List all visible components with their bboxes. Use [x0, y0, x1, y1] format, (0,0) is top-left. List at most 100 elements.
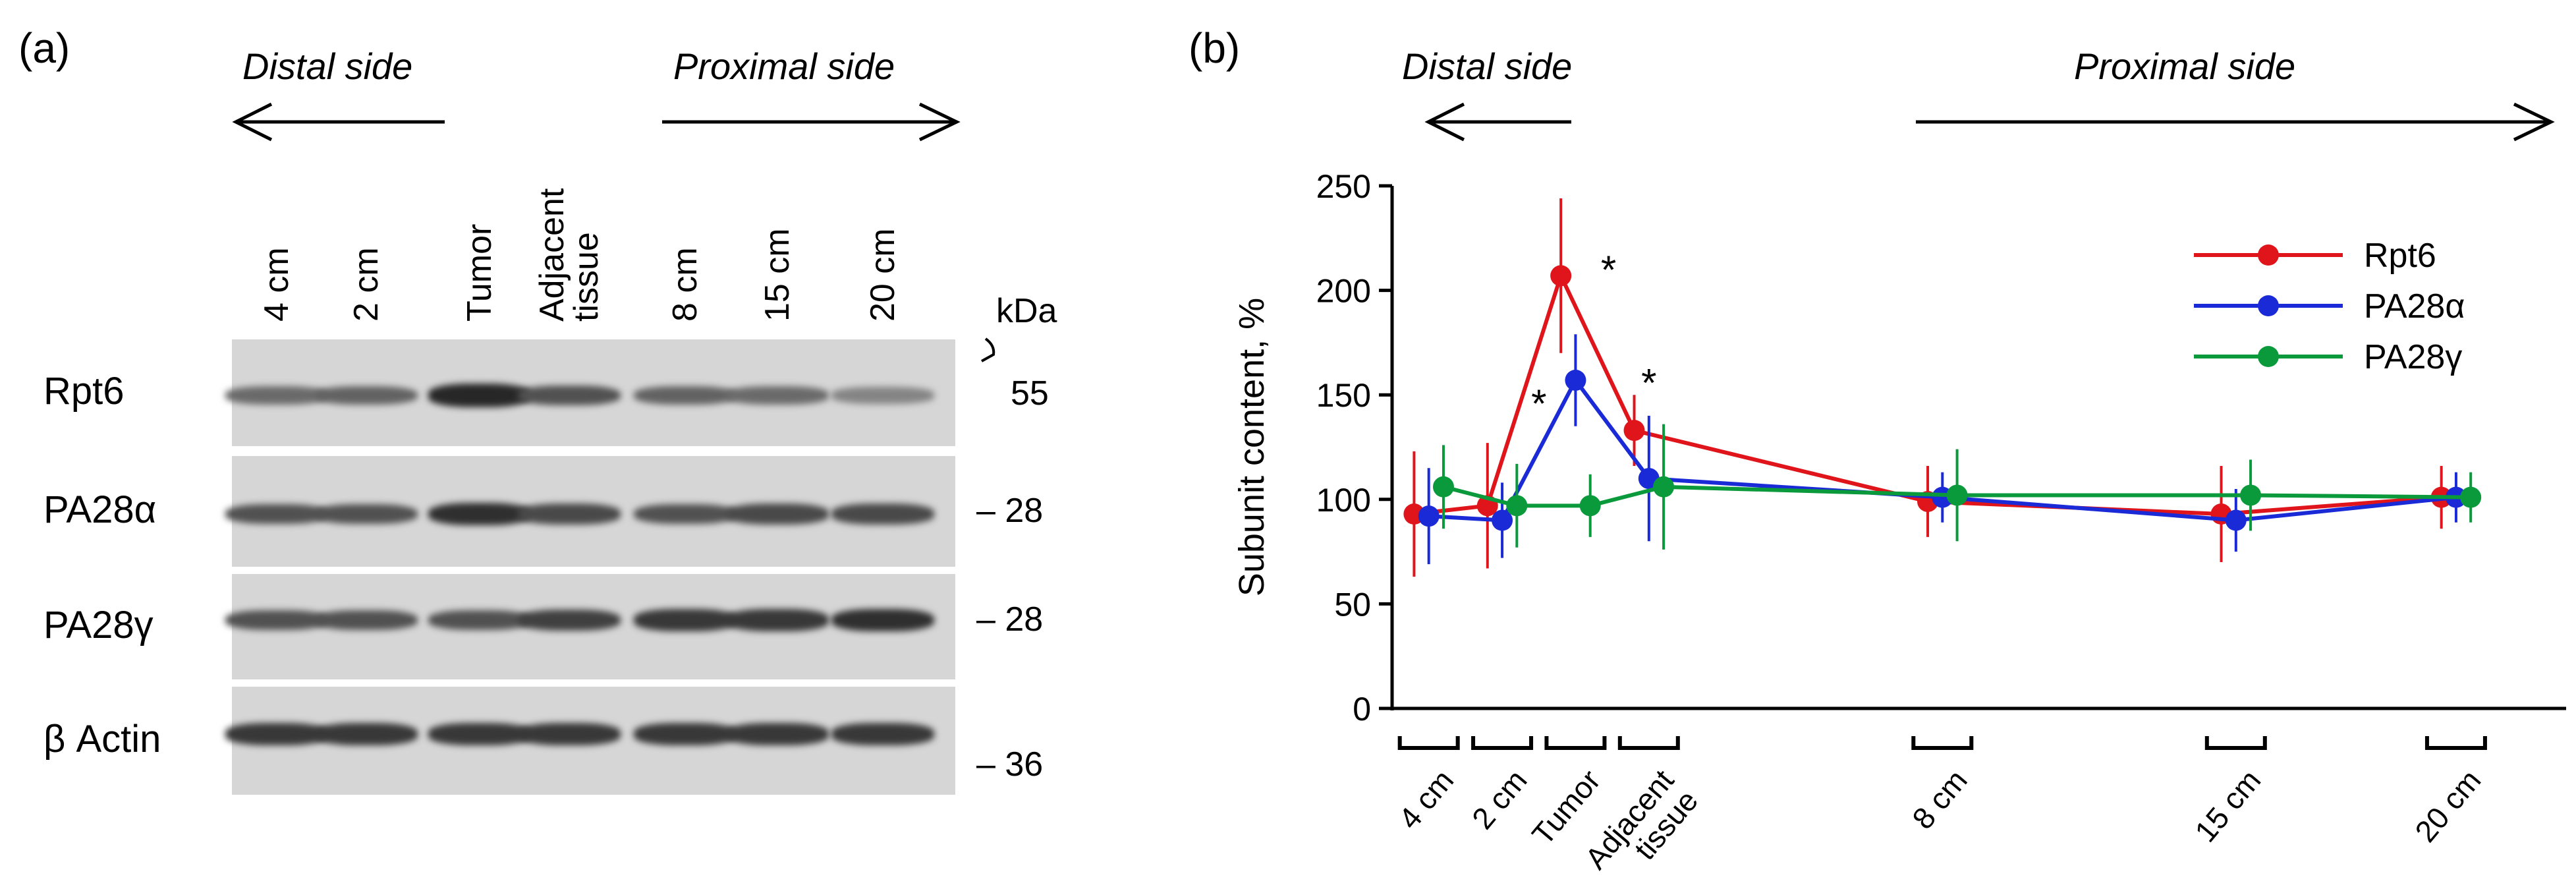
blot-band	[518, 385, 621, 406]
lane-label-line1: 8 cm	[666, 247, 704, 322]
x-category-bracket	[1617, 736, 1680, 750]
blot-band	[315, 503, 418, 525]
blot-band	[831, 387, 934, 404]
panel-b-label: (b)	[1189, 24, 1241, 72]
x-tick-label-line1: 4 cm	[1391, 763, 1460, 836]
lane-label: Adjacent tissue	[533, 188, 605, 322]
distal-side-label-a: Distal side	[242, 45, 413, 87]
blot-band	[315, 723, 418, 745]
lane-label: 15 cm	[758, 228, 797, 322]
blot-band	[428, 723, 531, 745]
legend-label: Rpt6	[2364, 237, 2436, 275]
blot-band	[428, 384, 531, 407]
blot-row-label: PA28γ	[43, 604, 154, 646]
kda-marker: – 28	[976, 492, 1044, 530]
data-point	[1506, 495, 1528, 517]
blot-band	[518, 503, 621, 525]
panel-a-label: (a)	[18, 24, 70, 72]
blot-band	[225, 610, 328, 631]
x-category-bracket	[1544, 736, 1607, 750]
blot-band	[634, 386, 737, 405]
x-category-bracket	[1397, 736, 1460, 750]
subunit-content-chart: 0 50 100 150 200 250 Subunit content, % 4 cm 2 c…	[1232, 168, 2566, 876]
y-tick-label: 100	[1316, 482, 1371, 519]
blot-band	[831, 608, 934, 632]
lane-label-line1: Tumor	[461, 223, 499, 322]
data-point	[1418, 505, 1440, 527]
data-point	[1550, 265, 1572, 287]
y-tick-label: 250	[1316, 168, 1371, 205]
blot-band	[726, 609, 829, 631]
data-point	[1623, 420, 1645, 442]
lane-label-line1: 2 cm	[347, 247, 385, 322]
x-tick-label: 15 cm	[2188, 763, 2267, 848]
x-tick-label-line1: 8 cm	[1905, 763, 1974, 836]
panel-a-arrows	[232, 102, 961, 142]
distal-side-label-b: Distal side	[1402, 45, 1573, 87]
y-tick-label: 150	[1316, 377, 1371, 414]
y-tick-label: 50	[1334, 586, 1371, 623]
proximal-side-label-b: Proximal side	[2074, 45, 2296, 87]
blot-row-label: PA28α	[43, 488, 157, 531]
distal-arrow-a	[232, 102, 445, 142]
lane-label: 20 cm	[864, 228, 902, 322]
proximal-side-label-a: Proximal side	[673, 45, 895, 87]
blot-band	[428, 502, 531, 526]
y-tick-label: 0	[1353, 691, 1371, 728]
x-tick-label: 2 cm	[1465, 763, 1534, 836]
data-point	[1579, 495, 1601, 517]
data-point	[1946, 484, 1968, 506]
x-tick-label: 4 cm	[1391, 763, 1460, 836]
x-category-bracket	[2424, 736, 2487, 750]
lane-label-line1: Adjacent	[533, 188, 571, 322]
legend-marker	[2258, 244, 2279, 266]
lane-label: Tumor	[461, 223, 499, 322]
blot-row-label: Rpt6	[43, 370, 125, 413]
y-tick-label: 200	[1316, 273, 1371, 310]
blot-band	[225, 386, 328, 405]
legend-label: PA28γ	[2364, 338, 2462, 376]
data-point	[1492, 509, 1513, 531]
blot-band	[831, 503, 934, 525]
blot-band	[315, 610, 418, 631]
blot-strip	[225, 456, 955, 567]
data-point	[1565, 369, 1586, 391]
blot-band	[225, 723, 328, 745]
significance-star: *	[1601, 248, 1616, 292]
blot-strip	[225, 574, 955, 679]
lane-label-line2: tissue	[567, 232, 605, 322]
x-tick-label: 8 cm	[1905, 763, 1974, 836]
lane-label: 2 cm	[347, 247, 385, 322]
x-category-bracket	[2204, 736, 2267, 750]
significance-star: *	[1641, 360, 1656, 405]
data-point	[2460, 486, 2482, 508]
x-tick-label: 20 cm	[2408, 763, 2487, 848]
blot-band	[831, 723, 934, 745]
legend-marker	[2258, 295, 2279, 316]
significance-star: *	[1531, 382, 1546, 426]
kda-bracket	[981, 337, 995, 362]
lane-label-line1: 15 cm	[758, 228, 797, 322]
blot-band	[726, 503, 829, 525]
lane-label-line1: 4 cm	[258, 247, 296, 322]
blot-band	[634, 609, 737, 631]
blot-band	[634, 503, 737, 525]
panel-b-arrows	[1424, 102, 2555, 142]
kda-marker: – 28	[976, 600, 1044, 639]
proximal-arrow-a	[662, 102, 961, 142]
blot-band	[726, 386, 829, 405]
blot-band	[225, 503, 328, 525]
lane-label: 8 cm	[666, 247, 704, 322]
blot-band	[428, 610, 531, 631]
blot-band	[315, 386, 418, 405]
lane-label: 4 cm	[258, 247, 296, 322]
legend-label: PA28α	[2364, 287, 2465, 326]
blot-strip	[225, 339, 955, 446]
proximal-arrow-b	[1916, 102, 2555, 142]
lane-label-line1: 20 cm	[864, 228, 902, 322]
legend-marker	[2258, 346, 2279, 367]
data-point	[2240, 484, 2262, 506]
x-category-bracket	[1911, 736, 1974, 750]
y-axis-label: Subunit content, %	[1232, 298, 1272, 596]
x-tick-label-line1: 2 cm	[1465, 763, 1534, 836]
